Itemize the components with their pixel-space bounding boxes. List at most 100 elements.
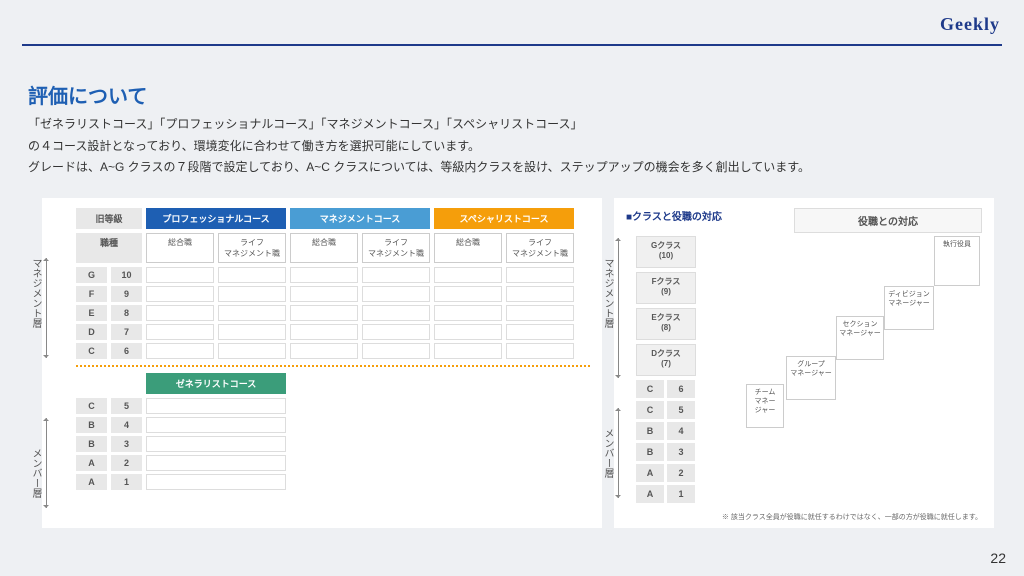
job-hdr: 職種	[76, 233, 142, 263]
role-box: ディビジョン マネージャー	[884, 286, 934, 330]
class-box: Eクラス (8)	[636, 308, 696, 340]
old-grade-hdr: 旧等級	[76, 208, 142, 229]
empty-cell	[506, 343, 574, 359]
grade-letter: E	[76, 305, 107, 321]
empty-cell	[146, 286, 214, 302]
empty-cell	[506, 286, 574, 302]
grade-row: A1	[76, 474, 590, 490]
mgr-arrow	[46, 258, 47, 358]
empty-cell	[146, 305, 214, 321]
sub-cell: 総合職	[290, 233, 358, 263]
empty-cell	[290, 324, 358, 340]
r-mgr-label: マネジメント層	[600, 258, 615, 328]
grade-row: A2	[76, 455, 590, 471]
empty-cell	[290, 305, 358, 321]
empty-cell	[434, 343, 502, 359]
sub-num: 2	[667, 464, 695, 482]
sub-cell: ライフ マネジメント職	[362, 233, 430, 263]
gen-header-row: ゼネラリストコース	[146, 373, 590, 394]
sub-letter: A	[636, 485, 664, 503]
grade-num: 10	[111, 267, 142, 283]
role-box: セクション マネージャー	[836, 316, 884, 360]
sub-num: 1	[667, 485, 695, 503]
grade-num: 9	[111, 286, 142, 302]
role-header: 役職との対応	[794, 208, 982, 233]
grade-num: 6	[111, 343, 142, 359]
sub-letter: B	[636, 422, 664, 440]
sub-row: C5	[636, 401, 695, 419]
sub-num: 6	[667, 380, 695, 398]
sub-row: A1	[636, 485, 695, 503]
grade-letter: F	[76, 286, 107, 302]
intro-text: 「ゼネラリストコース」「プロフェッショナルコース」「マネジメントコース」「スペシ…	[28, 114, 996, 179]
sub-letter: C	[636, 401, 664, 419]
grade-row: F9	[76, 286, 590, 302]
sub-letter: A	[636, 464, 664, 482]
right-panel: ■クラスと役職の対応 役職との対応 マネジメント層 メンバー層 Gクラス (10…	[614, 198, 994, 528]
class-box: Dクラス (7)	[636, 344, 696, 376]
grade-row: C5	[76, 398, 590, 414]
page-number: 22	[990, 550, 1006, 566]
grade-num: 4	[111, 417, 142, 433]
dotted-divider	[76, 365, 590, 367]
mem-arrow	[46, 418, 47, 508]
gen-course-hdr: ゼネラリストコース	[146, 373, 286, 394]
grade-num: 5	[111, 398, 142, 414]
sub-num: 4	[667, 422, 695, 440]
sub-letter: B	[636, 443, 664, 461]
empty-cell	[218, 286, 286, 302]
grade-row: C6	[76, 343, 590, 359]
page-title: 評価について	[28, 80, 147, 109]
sub-row: A2	[636, 464, 695, 482]
sub-row: B4	[636, 422, 695, 440]
empty-cell	[362, 267, 430, 283]
empty-cell	[434, 305, 502, 321]
header-rule	[22, 44, 1002, 46]
grade-row: G10	[76, 267, 590, 283]
empty-cell	[146, 324, 214, 340]
empty-cell	[362, 305, 430, 321]
empty-cell	[362, 286, 430, 302]
grade-letter: C	[76, 398, 107, 414]
empty-cell	[434, 286, 502, 302]
grade-letter: A	[76, 455, 107, 471]
course-header-row: 旧等級 プロフェッショナルコース マネジメントコース スペシャリストコース	[76, 208, 590, 229]
grade-row: B3	[76, 436, 590, 452]
class-grid: Gクラス (10)Fクラス (9)Eクラス (8)Dクラス (7)	[636, 236, 696, 380]
sub-num: 5	[667, 401, 695, 419]
grade-num: 3	[111, 436, 142, 452]
empty-cell	[218, 324, 286, 340]
empty-cell	[362, 324, 430, 340]
r-mgr-arrow	[618, 238, 619, 378]
empty-cell	[434, 267, 502, 283]
grade-row: D7	[76, 324, 590, 340]
sub-cell: 総合職	[146, 233, 214, 263]
empty-cell	[146, 455, 286, 471]
intro-l3: グレードは、A~G クラスの７段階で設定しており、A~C クラスについては、等級…	[28, 157, 996, 179]
sub-num: 3	[667, 443, 695, 461]
empty-cell	[146, 436, 286, 452]
logo: Geekly	[940, 14, 1000, 35]
empty-cell	[146, 474, 286, 490]
empty-cell	[146, 267, 214, 283]
grade-row: E8	[76, 305, 590, 321]
empty-cell	[218, 305, 286, 321]
grade-letter: C	[76, 343, 107, 359]
sub-row: C6	[636, 380, 695, 398]
job-sub-row: 職種 総合職 ライフ マネジメント職 総合職 ライフ マネジメント職 総合職 ラ…	[76, 233, 590, 263]
mem-layer-label: メンバー層	[28, 448, 43, 498]
mgmt-course-hdr: マネジメントコース	[290, 208, 430, 229]
roles-area: 執行役員ディビジョン マネージャーセクション マネージャーグループ マネージャー…	[714, 236, 982, 486]
r-mem-label: メンバー層	[600, 428, 615, 478]
empty-cell	[146, 343, 214, 359]
empty-cell	[506, 305, 574, 321]
grade-row: B4	[76, 417, 590, 433]
grade-num: 1	[111, 474, 142, 490]
footnote: ※ 該当クラス全員が役職に就任するわけではなく、一部の方が役職に就任します。	[722, 512, 982, 522]
sub-cell: 総合職	[434, 233, 502, 263]
grade-letter: B	[76, 417, 107, 433]
intro-l2: の４コース設計となっており、環境変化に合わせて働き方を選択可能にしています。	[28, 136, 996, 158]
empty-cell	[506, 267, 574, 283]
grade-num: 8	[111, 305, 142, 321]
sub-cell: ライフ マネジメント職	[218, 233, 286, 263]
